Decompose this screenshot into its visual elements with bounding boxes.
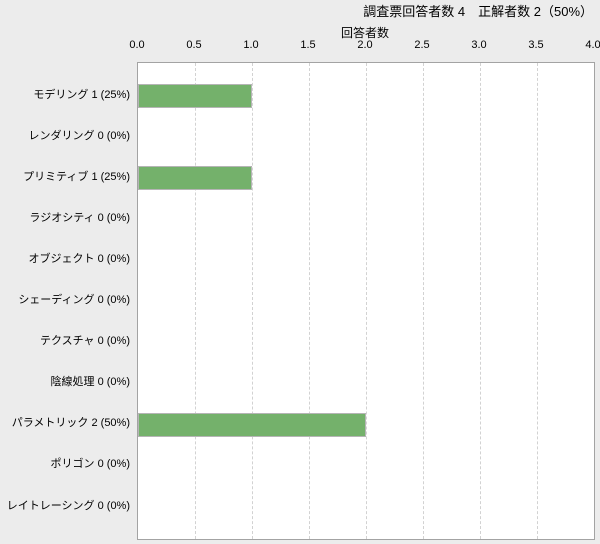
x-tick-label: 4.0 — [585, 39, 600, 51]
category-label: レンダリング 0 (0%) — [28, 129, 130, 142]
gridline — [422, 63, 424, 539]
x-tick-label: 3.5 — [528, 39, 544, 51]
category-label: プリミティブ 1 (25%) — [23, 170, 130, 183]
chart-title: 調査票回答者数 4 正解者数 2（50%） — [363, 4, 593, 19]
x-tick-label: 3.0 — [471, 39, 487, 51]
category-label: 陰線処理 0 (0%) — [50, 376, 130, 389]
bar-モデリング — [138, 84, 252, 108]
category-label: ポリゴン 0 (0%) — [50, 458, 130, 471]
x-tick-label: 0.5 — [186, 39, 202, 51]
x-tick-label: 1.0 — [243, 39, 259, 51]
category-label: レイトレーシング 0 (0%) — [6, 499, 130, 512]
gridline — [479, 63, 481, 539]
bar-プリミティブ — [138, 166, 252, 191]
gridline — [308, 63, 310, 539]
x-tick-label: 2.5 — [414, 39, 430, 51]
category-axis-labels: モデリング 1 (25%) レンダリング 0 (0%) プリミティブ 1 (25%)… — [0, 62, 130, 538]
plot-area — [137, 62, 595, 540]
gridline — [251, 63, 253, 539]
category-label: オブジェクト 0 (0%) — [28, 252, 130, 265]
x-tick-label: 1.5 — [300, 39, 316, 51]
category-label: テクスチャ 0 (0%) — [39, 335, 130, 348]
x-axis-tick-labels: 0.0 0.5 1.0 1.5 2.0 2.5 3.0 3.5 4.0 — [0, 39, 600, 53]
category-label: モデリング 1 (25%) — [33, 88, 130, 101]
bar-パラメトリック — [138, 412, 366, 437]
x-tick-label: 0.0 — [129, 39, 145, 51]
x-tick-label: 2.0 — [357, 39, 373, 51]
category-label: パラメトリック 2 (50%) — [11, 417, 130, 430]
category-label: ラジオシティ 0 (0%) — [29, 211, 130, 224]
gridline — [536, 63, 538, 539]
category-label: シェーディング 0 (0%) — [18, 294, 130, 306]
gridline — [194, 63, 196, 539]
gridline — [365, 63, 367, 539]
x-axis-title: 回答者数 — [340, 26, 389, 40]
